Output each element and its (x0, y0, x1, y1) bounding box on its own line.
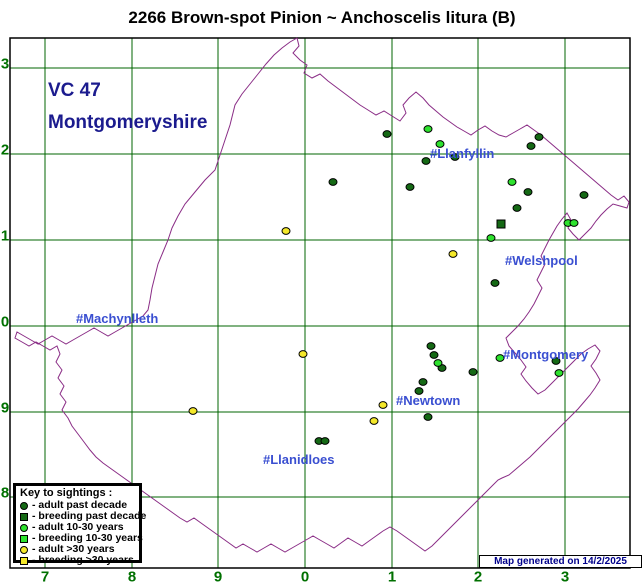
key-item-adult-10-30-years: - adult 10-30 years (20, 522, 136, 533)
sighting-marker-adult-past-decade (512, 204, 522, 212)
sighting-marker-adult-past-decade (405, 183, 415, 191)
sighting-marker-adult-past-decade (450, 153, 460, 161)
sighting-marker-adult-10-30-years (433, 359, 443, 367)
key-rows: - adult past decade - breeding past decad… (20, 500, 146, 566)
key-symbol-square-icon (20, 556, 28, 565)
sighting-marker-adult-over-30-years (188, 407, 198, 415)
key-item-label: - adult past decade (32, 499, 128, 511)
sighting-marker-adult-over-30-years (369, 417, 379, 425)
sighting-marker-adult-past-decade (426, 342, 436, 350)
sighting-marker-adult-over-30-years (281, 227, 291, 235)
key-item-breeding-past-decade: - breeding past decade (20, 511, 146, 522)
key-symbol-square-icon (20, 512, 28, 521)
sighting-marker-adult-past-decade (328, 178, 338, 186)
sighting-marker-adult-10-30-years (554, 369, 564, 377)
sighting-marker-adult-past-decade (418, 378, 428, 386)
sighting-marker-adult-over-30-years (448, 250, 458, 258)
species-title: 2266 Brown-spot Pinion ~ Anchoscelis lit… (128, 8, 516, 27)
y-axis-tick-label: 1 (0, 227, 10, 245)
map-border (9, 37, 631, 569)
vice-county-name: Montgomeryshire (48, 112, 208, 133)
sighting-marker-breeding-past-decade (496, 219, 506, 229)
sighting-marker-adult-past-decade (421, 157, 431, 165)
x-axis-tick-label: 7 (40, 568, 50, 586)
x-axis-tick-label: 3 (560, 568, 570, 586)
key-item-breeding-10-30-years: - breeding 10-30 years (20, 533, 143, 544)
sighting-marker-adult-past-decade (320, 437, 330, 445)
x-axis-tick-label: 8 (127, 568, 137, 586)
y-axis-tick-label: 8 (0, 484, 10, 502)
map-generated-box: Map generated on 14/2/2025 (479, 555, 642, 568)
map-generated-date: Map generated on 14/2/2025 (494, 556, 627, 567)
sighting-marker-adult-past-decade (551, 357, 561, 365)
key-item-adult-past-decade: - adult past decade (20, 500, 136, 511)
sighting-marker-adult-over-30-years (378, 401, 388, 409)
sighting-marker-adult-10-30-years (507, 178, 517, 186)
key-symbol-circle-icon (20, 501, 28, 510)
sighting-marker-adult-10-30-years (435, 140, 445, 148)
x-axis-tick-label: 1 (387, 568, 397, 586)
sighting-marker-adult-past-decade (490, 279, 500, 287)
sighting-marker-adult-past-decade (382, 130, 392, 138)
sighting-marker-adult-10-30-years (495, 354, 505, 362)
x-axis-tick-label: 2 (473, 568, 483, 586)
key-item-label: - breeding past decade (32, 510, 147, 522)
place-label-newtown: #Newtown (396, 393, 461, 408)
key-symbol-circle-icon (20, 545, 28, 554)
county-boundary (14, 37, 630, 553)
sighting-marker-adult-past-decade (579, 191, 589, 199)
x-axis-tick-label: 9 (213, 568, 223, 586)
sighting-marker-adult-10-30-years (423, 125, 433, 133)
key-item-adult-over-30-years: - adult >30 years (20, 544, 136, 555)
sighting-marker-adult-past-decade (423, 413, 433, 421)
key-item-label: - adult 10-30 years (32, 521, 124, 533)
y-axis-tick-label: 3 (0, 55, 10, 73)
place-label-welshpool: #Welshpool (505, 253, 578, 268)
key-item-label: - breeding >30 years (32, 554, 134, 566)
key-item-label: - adult >30 years (32, 543, 115, 555)
place-label-llanidloes: #Llanidloes (263, 452, 335, 467)
sighting-marker-adult-10-30-years (486, 234, 496, 242)
key-item-breeding-over-30-years: - breeding >30 years (20, 555, 136, 566)
key-title: Key to sightings : (20, 487, 113, 499)
y-axis-tick-label: 2 (0, 141, 10, 159)
key-item-label: - breeding 10-30 years (32, 532, 143, 544)
place-label-llanfyllin: #Llanfyllin (430, 146, 495, 161)
place-label-machynlleth: #Machynlleth (76, 311, 159, 326)
key-to-sightings: Key to sightings : - adult past decade - … (13, 483, 146, 566)
sighting-marker-adult-over-30-years (298, 350, 308, 358)
sighting-marker-adult-past-decade (414, 387, 424, 395)
sighting-marker-adult-past-decade (526, 142, 536, 150)
x-axis-tick-label: 0 (300, 568, 310, 586)
y-axis-tick-label: 0 (0, 313, 10, 331)
key-symbol-square-icon (20, 534, 28, 543)
place-label-montgomery: #Montgomery (503, 347, 589, 362)
y-axis-tick-label: 9 (0, 399, 10, 417)
sighting-marker-adult-past-decade (534, 133, 544, 141)
sighting-marker-adult-past-decade (523, 188, 533, 196)
sighting-marker-adult-past-decade (468, 368, 478, 376)
vice-county-number: VC 47 (48, 80, 101, 101)
sighting-marker-adult-10-30-years (569, 219, 579, 227)
key-symbol-circle-icon (20, 523, 28, 532)
sighting-marker-adult-past-decade (429, 351, 439, 359)
